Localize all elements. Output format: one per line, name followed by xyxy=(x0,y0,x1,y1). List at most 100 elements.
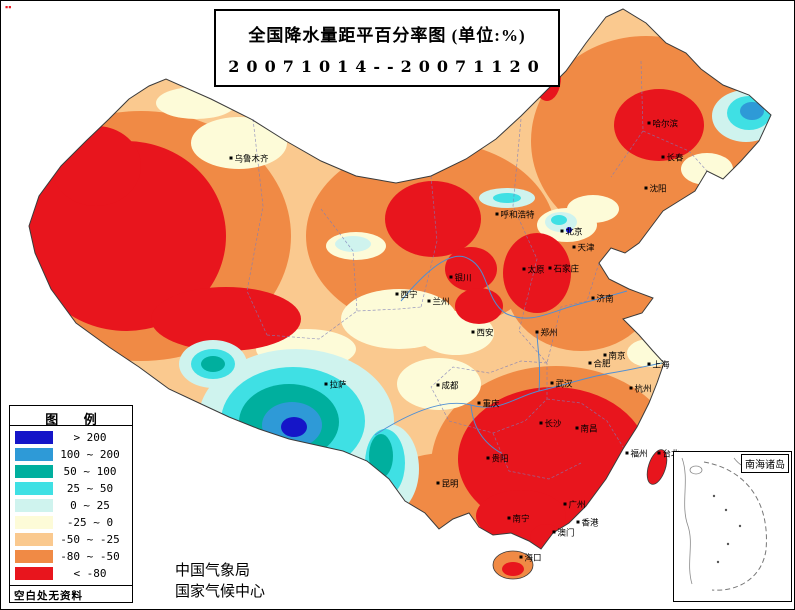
legend-item: 25 ~ 50 xyxy=(15,481,127,496)
legend-swatch xyxy=(15,499,53,512)
legend-label: -50 ~ -25 xyxy=(60,533,120,546)
city-marker: 南京 xyxy=(603,351,626,361)
city-marker: 银川 xyxy=(449,273,472,283)
svg-text:成都: 成都 xyxy=(442,381,460,391)
svg-text:昆明: 昆明 xyxy=(442,479,459,489)
svg-text:澳门: 澳门 xyxy=(558,528,575,538)
island-hainan xyxy=(492,550,534,580)
svg-text:哈尔滨: 哈尔滨 xyxy=(653,119,679,129)
svg-text:郑州: 郑州 xyxy=(541,328,558,338)
legend-label: 25 ~ 50 xyxy=(66,482,114,495)
province-boundaries xyxy=(246,60,708,480)
city-marker: 长沙 xyxy=(539,419,563,429)
city-marker: 哈尔滨 xyxy=(647,119,679,129)
yellow-river xyxy=(400,255,628,319)
svg-text:广州: 广州 xyxy=(569,500,586,510)
svg-text:济南: 济南 xyxy=(597,294,614,304)
rivers xyxy=(374,255,663,454)
city-marker: 北京 xyxy=(560,227,583,237)
legend-item: 100 ~ 200 xyxy=(15,447,127,462)
yangtze-river xyxy=(374,362,663,436)
legend-label: 100 ~ 200 xyxy=(60,448,120,461)
city-marker: 昆明 xyxy=(436,479,459,489)
south-china-sea-inset: 南海诸岛 xyxy=(673,451,792,602)
legend-label: 50 ~ 100 xyxy=(63,465,117,478)
legend-swatch xyxy=(15,448,53,461)
legend-item: > 200 xyxy=(15,430,127,445)
svg-text:合肥: 合肥 xyxy=(594,359,612,369)
svg-text:呼和浩特: 呼和浩特 xyxy=(501,210,536,220)
city-marker: 沈阳 xyxy=(644,184,667,194)
river-tributary xyxy=(470,331,541,454)
inset-label: 南海诸岛 xyxy=(741,454,789,473)
legend-title: 图 例 xyxy=(10,406,132,427)
legend-items: > 200 100 ~ 200 50 ~ 100 25 ~ 50 0 ~ 25 -25 ~… xyxy=(10,426,132,585)
city-marker: 兰州 xyxy=(427,297,450,307)
legend-label: 0 ~ 25 xyxy=(70,499,110,512)
legend-footer: 空白处无资料 xyxy=(10,585,132,602)
svg-text:杭州: 杭州 xyxy=(635,384,652,394)
legend-swatch xyxy=(15,431,53,444)
legend-swatch xyxy=(15,567,53,580)
city-marker: 太原 xyxy=(522,265,545,275)
inset-coastline xyxy=(681,457,693,585)
svg-text:武汉: 武汉 xyxy=(556,379,574,389)
map-title: 全国降水量距平百分率图 (单位:%) xyxy=(248,26,526,45)
city-marker: 福州 xyxy=(625,449,648,459)
city-marker: 广州 xyxy=(563,500,586,510)
agency-line2: 国家气候中心 xyxy=(175,584,266,600)
legend-box: 图 例 > 200 100 ~ 200 50 ~ 100 25 ~ 50 0 ~ 25 -… xyxy=(9,405,133,603)
corner-mark: ▪▪ xyxy=(5,2,12,12)
city-marker: 拉萨 xyxy=(324,380,348,390)
map-title-box: 全国降水量距平百分率图 (单位:%) 20071014--20071120 xyxy=(214,9,560,87)
city-marker: 合肥 xyxy=(588,359,612,369)
legend-swatch xyxy=(15,516,53,529)
city-marker: 南宁 xyxy=(507,514,530,524)
city-marker: 呼和浩特 xyxy=(495,210,536,220)
city-marker: 西宁 xyxy=(395,290,418,300)
svg-text:兰州: 兰州 xyxy=(433,297,450,307)
city-marker: 南昌 xyxy=(575,424,598,434)
svg-text:南京: 南京 xyxy=(609,351,626,361)
city-marker: 香港 xyxy=(576,518,599,528)
svg-text:福州: 福州 xyxy=(631,449,648,459)
legend-label: -25 ~ 0 xyxy=(66,516,114,529)
legend-label: > 200 xyxy=(73,431,107,444)
svg-text:拉萨: 拉萨 xyxy=(330,380,348,390)
legend-item: -25 ~ 0 xyxy=(15,515,127,530)
legend-label: -80 ~ -50 xyxy=(60,550,120,563)
legend-label: < -80 xyxy=(73,567,107,580)
svg-text:贵阳: 贵阳 xyxy=(492,454,509,464)
legend-swatch xyxy=(15,482,53,495)
legend-swatch xyxy=(15,550,53,563)
svg-text:台北: 台北 xyxy=(663,449,681,459)
agency-credit: 中国气象局 国家气候中心 xyxy=(175,561,265,603)
map-date-range: 20071014--20071120 xyxy=(228,57,546,76)
svg-text:南宁: 南宁 xyxy=(513,514,530,524)
agency-line1: 中国气象局 xyxy=(175,563,251,579)
svg-text:长沙: 长沙 xyxy=(545,419,563,429)
china-outline xyxy=(28,8,772,550)
inset-hainan xyxy=(689,465,703,475)
city-marker: 乌鲁木齐 xyxy=(229,154,270,164)
svg-text:沈阳: 沈阳 xyxy=(650,184,667,194)
legend-item: < -80 xyxy=(15,566,127,581)
svg-text:北京: 北京 xyxy=(566,227,583,237)
city-marker: 长春 xyxy=(661,153,684,163)
legend-item: -80 ~ -50 xyxy=(15,549,127,564)
svg-text:乌鲁木齐: 乌鲁木齐 xyxy=(235,154,270,164)
city-marker: 石家庄 xyxy=(548,264,580,274)
inset-dashed-boundary xyxy=(703,461,767,591)
city-marker: 成都 xyxy=(436,381,460,391)
svg-text:石家庄: 石家庄 xyxy=(554,264,580,274)
inset-islands xyxy=(712,494,742,564)
regions-dark-blue xyxy=(281,227,572,437)
city-marker: 天津 xyxy=(572,243,595,253)
legend-swatch xyxy=(15,465,53,478)
svg-text:南昌: 南昌 xyxy=(581,424,598,434)
city-marker: 济南 xyxy=(591,294,614,304)
svg-text:银川: 银川 xyxy=(455,273,472,283)
city-marker: 澳门 xyxy=(552,528,575,538)
